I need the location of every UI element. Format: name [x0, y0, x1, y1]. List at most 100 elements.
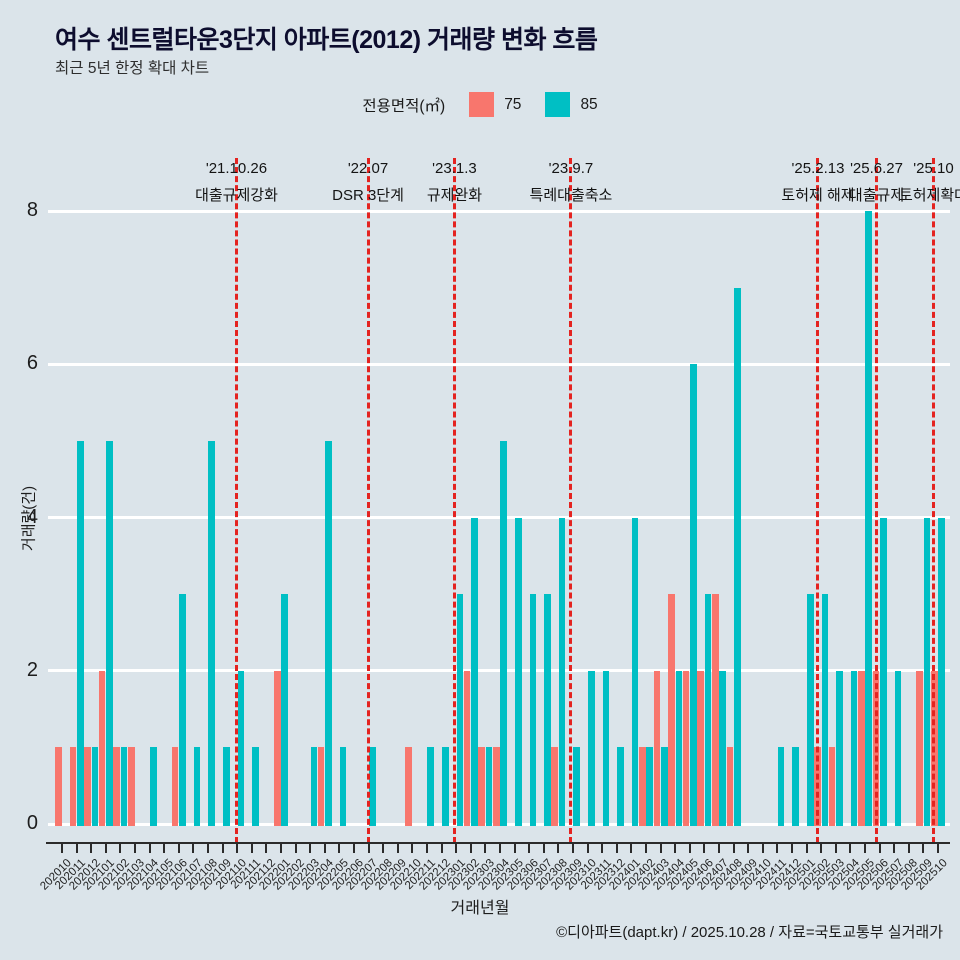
x-tick — [922, 844, 925, 853]
bar-202304-85 — [500, 440, 507, 826]
x-tick — [411, 844, 414, 853]
event-label: 토허제 해제 — [781, 187, 855, 204]
event-label: 대출규제강화 — [195, 187, 278, 204]
x-tick — [732, 844, 735, 853]
bar-202412-85 — [792, 747, 799, 826]
x-tick — [221, 844, 224, 853]
legend-label-75: 75 — [504, 95, 522, 113]
event-label: 특례대출축소 — [529, 187, 613, 204]
bar-202110-85 — [237, 670, 245, 826]
bar-202303-85 — [485, 747, 493, 826]
bar-202506-85 — [880, 517, 887, 826]
event-line-4 — [569, 158, 573, 843]
event-label: 대출규제 — [848, 187, 905, 204]
bar-202101-85 — [106, 440, 113, 826]
bar-202106-75 — [171, 747, 179, 826]
bar-202111-85 — [252, 747, 259, 826]
event-annotation-4: '23.9.7 특례대출축소 — [421, 160, 721, 205]
x-tick — [528, 844, 531, 853]
bar-202304-75 — [493, 747, 500, 826]
event-line-3 — [452, 158, 456, 843]
bar-202308-75 — [551, 747, 558, 826]
gridline-y-8 — [48, 209, 950, 213]
event-annotation-5: '25.2.13 토허제 해제 — [668, 160, 960, 205]
chart-credit: ©디아파트(dapt.kr) / 2025.10.28 / 자료=국토교통부 실… — [556, 924, 943, 941]
event-annotation-2: '22.07 DSR 3단계 — [218, 160, 518, 205]
x-tick — [761, 844, 764, 853]
bar-202510-85 — [938, 517, 945, 826]
bar-202405-85 — [690, 364, 697, 826]
x-tick — [484, 844, 487, 853]
bar-202210-75 — [405, 747, 412, 826]
event-date: '25.6.27 — [850, 160, 903, 177]
bar-202505-75 — [858, 670, 865, 826]
x-axis-line — [46, 842, 950, 844]
event-date: '25.10 — [913, 160, 954, 177]
x-tick — [148, 844, 151, 853]
x-tick — [893, 844, 896, 853]
bar-202102-85 — [120, 747, 128, 826]
x-tick — [367, 844, 370, 853]
x-tick — [323, 844, 326, 853]
bar-202012-75 — [84, 747, 91, 826]
legend-swatch-85 — [545, 92, 571, 117]
x-tick — [426, 844, 428, 853]
bar-202011-75 — [69, 747, 77, 826]
event-label: DSR 3단계 — [332, 187, 404, 204]
bar-202201-85 — [281, 594, 288, 826]
x-tick — [615, 844, 618, 853]
bar-202204-85 — [325, 440, 332, 826]
x-tick — [630, 844, 633, 853]
bar-202303-75 — [478, 747, 485, 826]
event-annotation-7: '25.10 토허제확대 — [783, 160, 960, 205]
event-line-5 — [816, 158, 820, 843]
legend-swatch-75 — [469, 92, 495, 117]
x-tick — [645, 844, 647, 853]
event-label: 토허제확대 — [898, 187, 960, 204]
event-line-2 — [366, 158, 370, 843]
x-tick — [557, 844, 560, 853]
x-tick — [90, 844, 93, 853]
bar-202306-85 — [529, 594, 537, 826]
y-tick-label: 4 — [26, 505, 38, 528]
bar-202011-85 — [77, 440, 84, 826]
bar-202408-85 — [734, 287, 741, 826]
bar-202407-75 — [712, 594, 719, 826]
y-tick-label: 2 — [26, 658, 38, 681]
bar-202504-85 — [850, 670, 858, 826]
bar-202302-75 — [463, 670, 471, 826]
bar-202411-85 — [777, 747, 785, 826]
x-tick — [396, 844, 399, 853]
x-tick — [163, 844, 166, 853]
x-axis-title: 거래년월 — [450, 900, 510, 917]
bar-202501-85 — [807, 594, 814, 826]
bar-202301-85 — [456, 594, 464, 826]
x-tick — [542, 844, 545, 853]
x-tick — [250, 844, 253, 853]
bar-202402-75 — [639, 747, 646, 826]
bar-202207-85 — [369, 747, 376, 826]
bar-202502-85 — [821, 594, 829, 826]
page-subtitle: 최근 5년 한정 확대 차트 — [55, 60, 210, 77]
y-axis-title: 거래량(건) — [20, 485, 38, 552]
bar-202109-85 — [223, 747, 230, 826]
legend: 전용면적(㎡) 75 85 — [0, 92, 960, 117]
x-tick — [455, 844, 458, 853]
x-tick — [75, 844, 78, 853]
bar-202305-85 — [515, 517, 522, 826]
bar-202310-85 — [588, 670, 595, 826]
x-tick — [878, 844, 881, 853]
y-tick-label: 8 — [26, 199, 38, 221]
x-tick — [805, 844, 808, 853]
x-tick — [572, 844, 574, 853]
bar-202010-75 — [55, 747, 62, 826]
event-annotation-1: '21.10.26 대출규제강화 — [86, 160, 386, 205]
bar-202204-75 — [317, 747, 325, 826]
bar-202211-85 — [427, 747, 434, 826]
x-tick — [177, 844, 180, 853]
x-tick — [834, 844, 837, 853]
x-tick — [659, 844, 662, 853]
event-annotation-3: '23.1.3 규제완화 — [304, 160, 604, 205]
x-tick — [907, 844, 910, 853]
bar-202503-75 — [828, 747, 836, 826]
